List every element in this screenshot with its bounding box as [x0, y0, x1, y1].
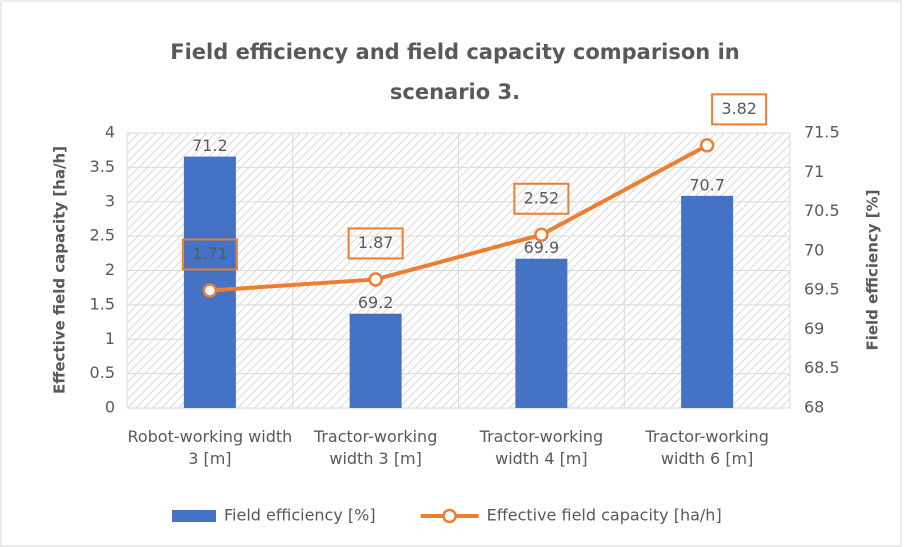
y-tick-label: 0	[105, 398, 115, 417]
y2-tick-label: 71	[804, 162, 824, 181]
value-label-box	[513, 182, 570, 215]
bar	[183, 156, 236, 408]
y2-tick-label: 69	[804, 319, 824, 338]
y2-tick-label: 70.5	[804, 201, 840, 220]
legend-marker	[442, 508, 457, 524]
line-marker	[368, 272, 383, 287]
y-tick-label: 1.5	[90, 294, 115, 313]
y-axis-title: Effective field capacity [ha/h]	[51, 146, 69, 394]
line-marker	[534, 227, 549, 242]
y-tick-label: 0.5	[90, 363, 115, 382]
bar-value-label: 70.7	[689, 175, 725, 194]
y2-axis-title: Field efficiency [%]	[864, 189, 882, 350]
bar	[515, 258, 568, 408]
bar-value-label: 69.2	[358, 293, 394, 312]
line-marker	[202, 283, 218, 298]
y-tick-label: 1	[105, 329, 115, 348]
line-value-label: 1.71	[192, 244, 228, 263]
y-tick-label: 3	[105, 191, 115, 210]
bar-value-label: 69.9	[524, 238, 560, 257]
value-label-box	[347, 227, 404, 260]
legend-swatch	[172, 510, 216, 522]
x-tick-label: Tractor-working width 3 [m]	[313, 427, 438, 468]
x-tick-label: Robot-working width 3 [m]	[127, 427, 293, 468]
legend-label: Effective field capacity [ha/h]	[487, 506, 722, 525]
line-value-label: 2.52	[524, 188, 560, 207]
chart-title: Field efficiency and field capacity comp…	[170, 40, 740, 104]
y-tick-label: 2.5	[90, 226, 115, 245]
line-value-label: 3.82	[721, 99, 757, 118]
bar	[681, 195, 734, 408]
x-tick-label: Tractor-working width 4 [m]	[479, 427, 604, 468]
y2-tick-label: 71.5	[804, 123, 840, 142]
value-label-box	[711, 93, 768, 126]
bar	[349, 313, 402, 408]
y2-tick-label: 70	[804, 240, 824, 259]
y2-tick-label: 68	[804, 398, 824, 417]
line-marker	[699, 138, 715, 153]
line	[209, 143, 709, 293]
y-tick-label: 4	[105, 123, 115, 142]
y2-tick-label: 68.5	[804, 358, 840, 377]
value-label-box	[181, 238, 238, 271]
x-tick-label: Tractor-working width 6 [m]	[645, 427, 769, 468]
legend-label: Field efficiency [%]	[224, 506, 376, 525]
bar-value-label: 71.2	[192, 136, 228, 155]
y2-tick-label: 69.5	[804, 280, 840, 299]
line-value-label: 1.87	[358, 233, 394, 252]
y-tick-label: 2	[105, 260, 115, 279]
y-tick-label: 3.5	[90, 157, 115, 176]
